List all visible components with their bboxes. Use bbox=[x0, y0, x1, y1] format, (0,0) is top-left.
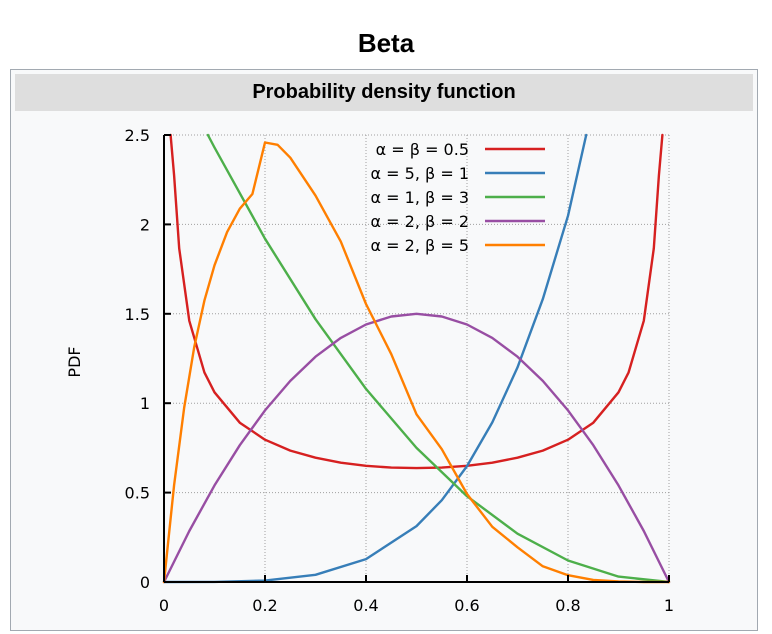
y-tick-label: 2.5 bbox=[125, 126, 150, 145]
axes-layer: 0 0.2 0.4 0.6 0.8 1 0 0.5 1 1.5 2 2.5 bbox=[125, 126, 675, 615]
y-tick-label: 0 bbox=[140, 573, 150, 592]
y-tick-label: 1 bbox=[140, 394, 150, 413]
legend-label-4: α = 2, β = 2 bbox=[371, 212, 469, 231]
x-tick-label: 0 bbox=[159, 596, 169, 615]
infobox-header: Probability density function bbox=[15, 74, 753, 111]
y-tick-label: 2 bbox=[140, 215, 150, 234]
x-tick-label: 1 bbox=[664, 596, 674, 615]
series-line-1 bbox=[169, 133, 664, 470]
y-tick-label: 1.5 bbox=[125, 305, 150, 324]
y-tick-label: 0.5 bbox=[125, 484, 150, 503]
y-axis-title: PDF bbox=[65, 346, 84, 377]
series-line-4 bbox=[162, 312, 671, 584]
series-line-3 bbox=[206, 133, 671, 584]
legend-label-2: α = 5, β = 1 bbox=[371, 164, 469, 183]
page-title: Beta bbox=[357, 28, 415, 58]
series-line-5 bbox=[162, 141, 671, 584]
x-tick-label: 0.4 bbox=[353, 596, 378, 615]
legend-label-5: α = 2, β = 5 bbox=[371, 236, 469, 255]
x-tick-label: 0.6 bbox=[454, 596, 479, 615]
legend-label-3: α = 1, β = 3 bbox=[371, 188, 469, 207]
legend-label-1: α = β = 0.5 bbox=[376, 140, 469, 159]
x-tick-label: 0.8 bbox=[555, 596, 580, 615]
x-tick-label: 0.2 bbox=[252, 596, 277, 615]
legend-layer: α = β = 0.5 α = 5, β = 1 α = 1, β = 3 α = 2… bbox=[371, 140, 545, 255]
